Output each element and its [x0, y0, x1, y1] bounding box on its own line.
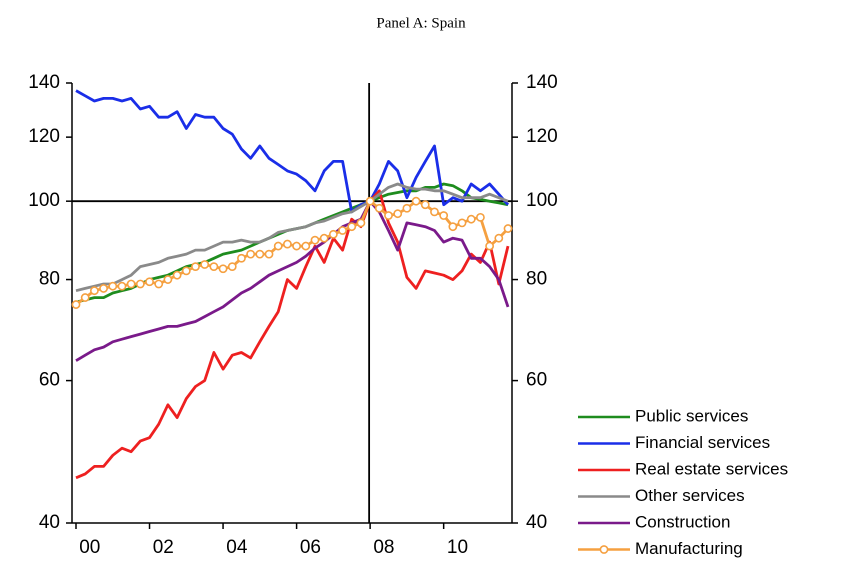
y-tick-label: 60	[39, 370, 60, 391]
series-line	[75, 182, 509, 293]
point	[448, 222, 458, 232]
y-tick-label: 140	[28, 72, 60, 93]
point	[310, 235, 320, 245]
point	[328, 229, 338, 239]
point	[301, 241, 311, 251]
x-tick-label: 06	[300, 537, 321, 558]
legend-label: Manufacturing	[635, 539, 743, 558]
y2-tick-label: 140	[526, 72, 558, 93]
point	[374, 203, 384, 213]
point	[273, 241, 283, 251]
point	[466, 214, 476, 224]
x-tick-label: 04	[226, 537, 248, 558]
y-tick-label: 40	[39, 512, 60, 533]
point	[154, 279, 164, 289]
point	[402, 203, 412, 213]
y-tick-label: 120	[28, 126, 60, 147]
x-tick-label: 02	[153, 537, 174, 558]
point	[439, 211, 449, 220]
series-line	[75, 89, 510, 214]
point	[411, 196, 421, 206]
point	[292, 241, 301, 251]
point	[200, 260, 210, 269]
point	[283, 239, 292, 249]
y2-tick-label: 100	[526, 190, 558, 211]
point	[264, 249, 274, 259]
point	[246, 249, 256, 259]
legend-label: Public services	[635, 406, 748, 425]
series-line	[75, 189, 510, 480]
point	[338, 226, 347, 235]
point	[457, 218, 467, 228]
point	[227, 262, 237, 272]
point	[218, 264, 228, 274]
x-tick-label: 10	[447, 537, 468, 558]
y2-tick-label: 60	[526, 370, 547, 391]
legend-label: Other services	[635, 486, 745, 505]
legend-label: Real estate services	[635, 459, 788, 478]
chart-title: Panel A: Spain	[376, 15, 466, 31]
point	[135, 279, 145, 289]
y-tick-label: 80	[39, 269, 60, 290]
point	[430, 207, 439, 217]
point	[145, 277, 154, 287]
y2-tick-label: 120	[526, 126, 558, 147]
x-tick-label: 00	[79, 537, 100, 558]
point	[237, 253, 246, 263]
legend-label: Construction	[635, 512, 730, 531]
point	[356, 218, 366, 228]
point	[89, 286, 99, 296]
point	[172, 270, 182, 280]
y2-tick-label: 40	[526, 512, 547, 533]
x-tick-label: 08	[373, 537, 394, 558]
series-line	[75, 199, 510, 362]
point	[117, 281, 127, 291]
y2-tick-label: 80	[526, 269, 547, 290]
point	[71, 300, 81, 309]
point	[126, 279, 136, 289]
point	[393, 209, 403, 219]
point	[485, 241, 495, 251]
point	[365, 196, 375, 206]
point	[319, 233, 329, 243]
point	[99, 284, 108, 293]
point	[209, 262, 219, 272]
point	[255, 249, 265, 259]
point	[420, 200, 430, 210]
legend-label: Financial services	[635, 433, 770, 452]
legend-marker	[599, 545, 609, 554]
point	[503, 224, 513, 233]
point	[191, 262, 200, 272]
point	[494, 233, 504, 243]
point	[163, 275, 173, 284]
point	[108, 281, 118, 291]
y-tick-label: 100	[28, 190, 60, 211]
point	[384, 211, 393, 220]
point	[181, 266, 191, 276]
point	[80, 293, 90, 302]
point	[476, 212, 485, 222]
point	[347, 222, 357, 232]
